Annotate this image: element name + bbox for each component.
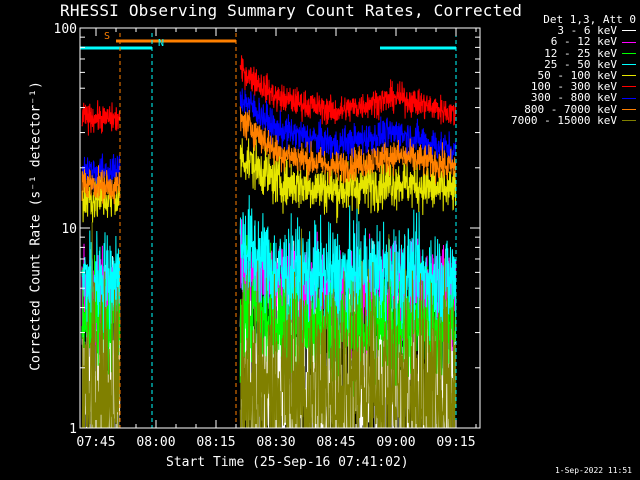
legend-entry-label: 7000 - 15000 keV bbox=[511, 113, 617, 127]
legend-swatch bbox=[622, 119, 636, 121]
x-tick-label: 09:00 bbox=[376, 435, 415, 450]
legend-swatch bbox=[622, 41, 636, 43]
series-line bbox=[81, 138, 457, 224]
legend-entry-label: 25 - 50 keV bbox=[544, 57, 617, 71]
legend-entry: 300 - 800 keV bbox=[484, 91, 636, 105]
series-50-100-keV bbox=[81, 138, 457, 224]
x-tick-label: 08:00 bbox=[136, 435, 175, 450]
legend-entry-label: 800 - 7000 keV bbox=[524, 102, 617, 116]
legend-entry: 25 - 50 keV bbox=[484, 59, 636, 70]
y-axis-label: Corrected Count Rate (s⁻¹ detector⁻¹) bbox=[28, 81, 44, 371]
legend-swatch bbox=[622, 63, 636, 65]
series-line bbox=[81, 55, 457, 136]
x-tick-label: 09:15 bbox=[436, 435, 475, 450]
legend-entry: 12 - 25 keV bbox=[484, 46, 636, 60]
flag-label: S bbox=[104, 31, 110, 42]
x-axis-label: Start Time (25-Sep-16 07:41:02) bbox=[166, 455, 409, 470]
series-800-7000-keV bbox=[81, 106, 457, 205]
timestamp: 1-Sep-2022 11:51 bbox=[554, 466, 632, 475]
flag-label: N bbox=[158, 38, 164, 49]
legend-entry: 3 - 6 keV bbox=[484, 25, 636, 36]
legend-entry: 6 - 12 keV bbox=[484, 35, 636, 49]
plot-axes: 07:45 08:00 08:15 08:30 08:45 09:00 09:15 1 10 10… bbox=[54, 22, 481, 450]
legend: Det 1,3, Att 0 3 - 6 keV 6 - 12 keV 12 - 2… bbox=[484, 14, 636, 126]
series-line bbox=[81, 195, 457, 347]
flag-markers: SN bbox=[80, 31, 457, 428]
x-tick-label: 08:30 bbox=[256, 435, 295, 450]
legend-entry-label: 50 - 100 keV bbox=[537, 69, 617, 83]
y-tick-label: 1 bbox=[69, 422, 77, 437]
chart-title: RHESSI Observing Summary Count Rates, Co… bbox=[60, 1, 523, 20]
legend-swatch bbox=[622, 86, 636, 88]
x-tick-label: 07:45 bbox=[76, 435, 115, 450]
series-100-300-keV bbox=[81, 55, 457, 136]
series-25-50-keV bbox=[81, 195, 457, 347]
legend-entry-label: 3 - 6 keV bbox=[557, 24, 617, 38]
x-tick-label: 08:45 bbox=[316, 435, 355, 450]
series-line bbox=[81, 106, 457, 205]
legend-entry: 7000 - 15000 keV bbox=[484, 115, 636, 126]
legend-swatch bbox=[622, 108, 636, 110]
legend-swatch bbox=[622, 30, 636, 32]
x-tick-label: 08:15 bbox=[196, 435, 235, 450]
legend-entries: 3 - 6 keV 6 - 12 keV 12 - 25 keV 25 - 50 ke… bbox=[484, 25, 636, 126]
legend-entry: 50 - 100 keV bbox=[484, 70, 636, 81]
legend-entry-label: 100 - 300 keV bbox=[530, 80, 617, 94]
legend-swatch bbox=[622, 75, 636, 77]
legend-header: Det 1,3, Att 0 bbox=[543, 13, 636, 26]
legend-entry-label: 300 - 800 keV bbox=[530, 91, 617, 105]
legend-swatch bbox=[622, 97, 636, 99]
legend-entry-label: 6 - 12 keV bbox=[550, 35, 617, 49]
legend-swatch bbox=[622, 52, 636, 54]
legend-entry: 100 - 300 keV bbox=[484, 81, 636, 92]
y-tick-label: 10 bbox=[61, 222, 77, 237]
legend-entry: 800 - 7000 keV bbox=[484, 102, 636, 116]
legend-entry-label: 12 - 25 keV bbox=[544, 46, 617, 60]
data-series-group bbox=[81, 55, 457, 430]
y-tick-label: 100 bbox=[54, 22, 77, 37]
